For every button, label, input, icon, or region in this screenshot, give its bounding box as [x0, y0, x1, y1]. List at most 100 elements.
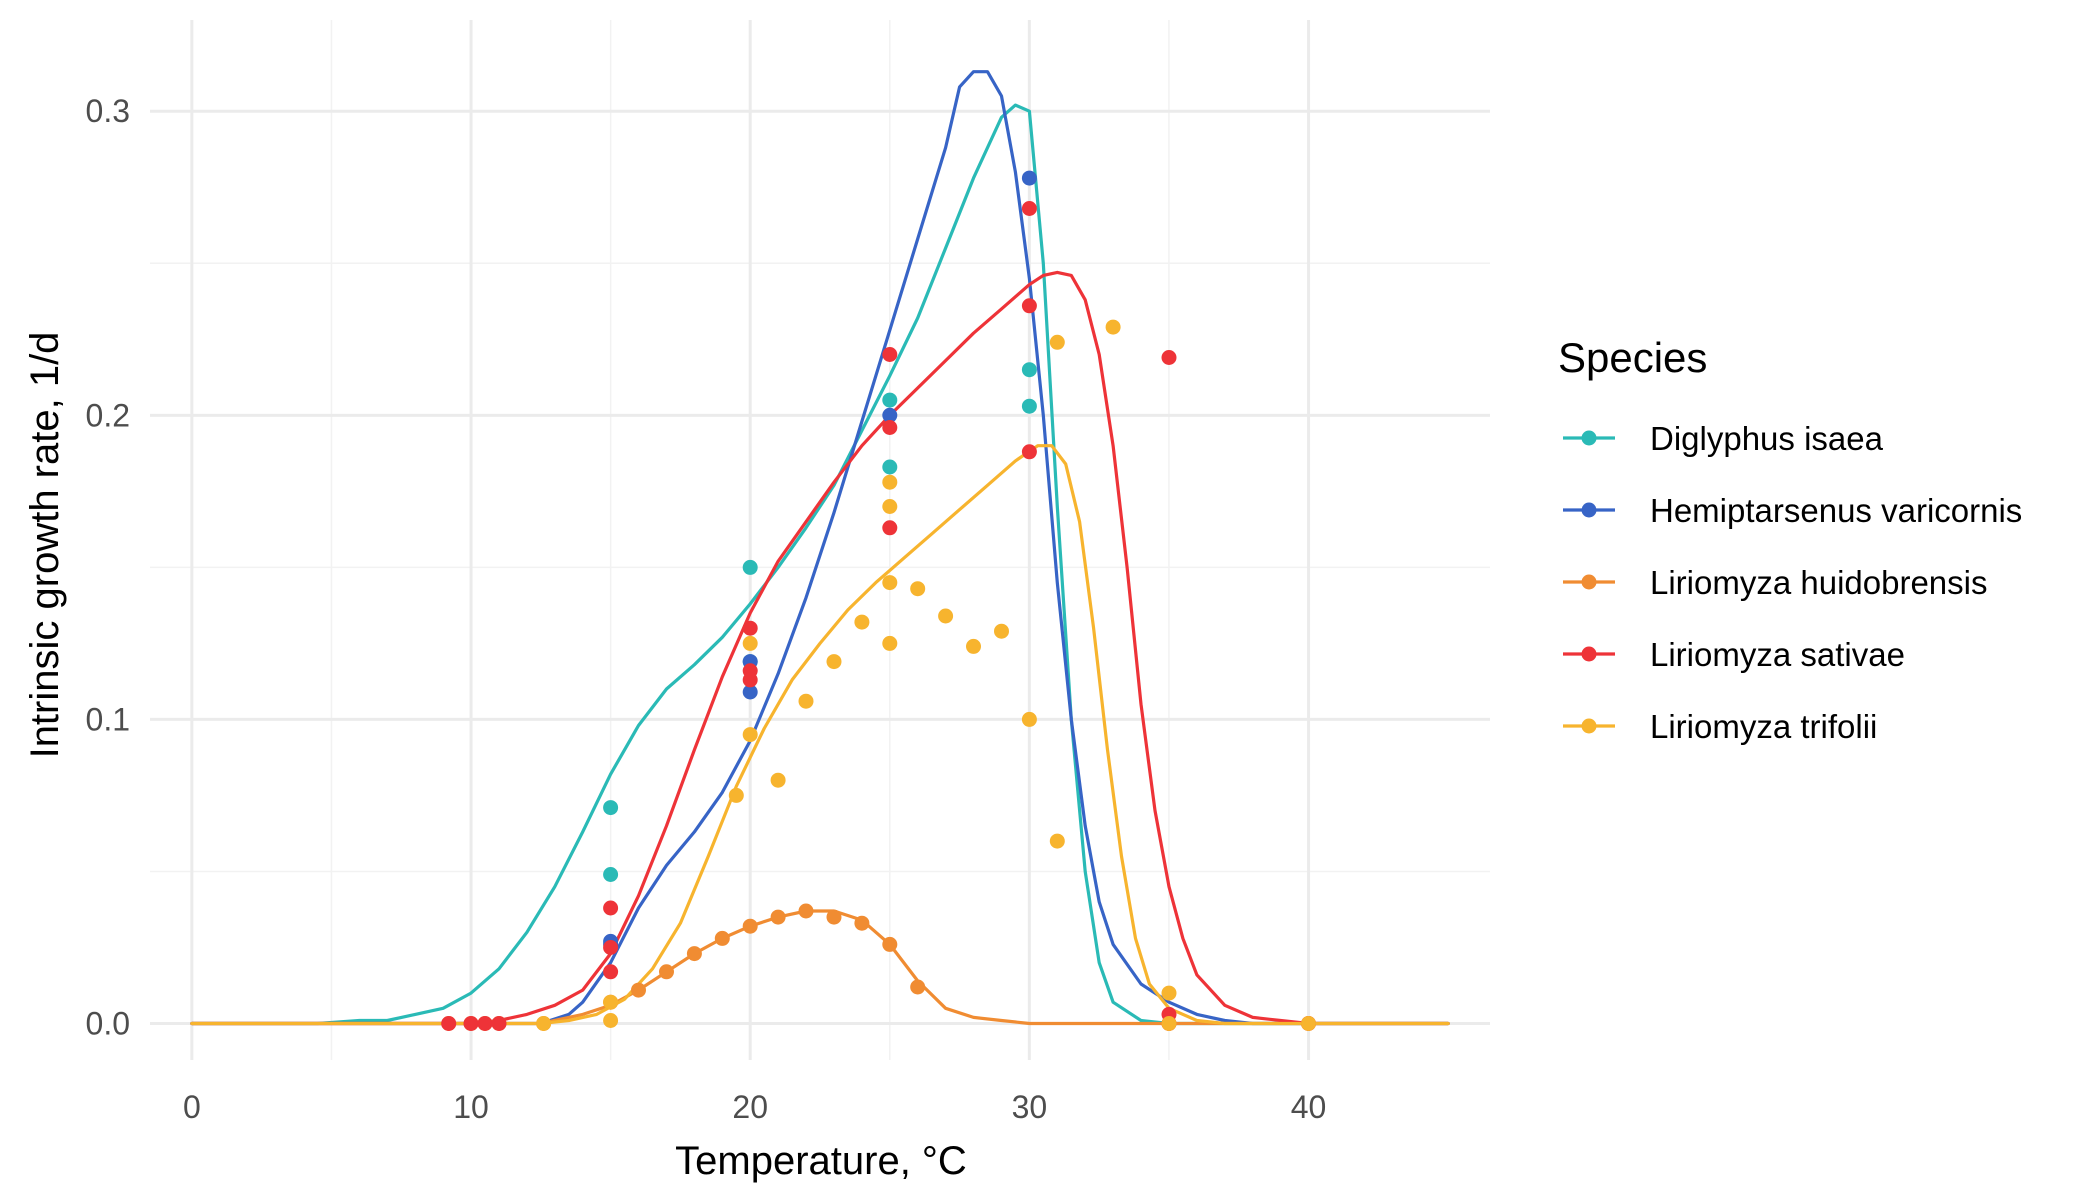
data-point [826, 654, 842, 670]
y-tick-label: 0.0 [86, 1006, 130, 1042]
data-point [798, 903, 814, 919]
legend-item: Hemiptarsenus varicornis [1563, 492, 2022, 529]
data-point [882, 420, 898, 435]
data-point [742, 559, 758, 575]
data-point [603, 994, 619, 1010]
data-point [659, 964, 674, 980]
series-curve [190, 103, 1450, 1026]
legend-item: Diglyphus isaea [1563, 420, 1884, 457]
series-curve [190, 70, 1450, 1026]
data-point [882, 575, 898, 591]
data-point [603, 800, 619, 816]
data-point [882, 635, 898, 651]
data-point [1161, 985, 1177, 1001]
legend-item: Liriomyza huidobrensis [1563, 564, 1988, 601]
data-point [910, 979, 926, 995]
data-point [1021, 170, 1037, 186]
data-point [1049, 833, 1065, 849]
legend-key-point [1581, 430, 1597, 446]
y-tick-label: 0.1 [86, 701, 130, 737]
data-point [441, 1016, 457, 1031]
data-point [1021, 201, 1037, 216]
data-point [1161, 350, 1177, 365]
legend-key-point [1581, 574, 1597, 590]
data-point [603, 964, 619, 980]
data-point [882, 347, 898, 362]
grid [150, 20, 1490, 1060]
data-point [728, 787, 744, 803]
data-point [742, 635, 758, 651]
data-point [1049, 334, 1065, 350]
data-point [770, 909, 786, 925]
data-point [603, 867, 619, 882]
data-point [742, 620, 758, 636]
data-point [603, 900, 619, 916]
legend-key-point [1581, 718, 1597, 734]
data-point [910, 581, 926, 597]
x-axis-title: Temperature, °C [675, 1139, 967, 1183]
series-curve [190, 270, 1450, 1026]
legend-label: Liriomyza sativae [1650, 636, 1905, 673]
series-curve [190, 444, 1450, 1026]
data-point [1301, 1016, 1316, 1031]
data-point [966, 638, 981, 654]
data-point [882, 499, 898, 514]
data-point [714, 930, 730, 946]
data-point [854, 614, 870, 630]
data-point [1021, 444, 1037, 460]
data-point [882, 407, 898, 423]
legend: Species Diglyphus isaea Hemiptarsenus var… [1558, 334, 2022, 745]
x-tick-label: 0 [183, 1089, 201, 1125]
data-point [1021, 362, 1037, 378]
data-point [603, 940, 619, 955]
data-point [742, 672, 758, 688]
legend-key-point [1581, 646, 1597, 662]
data-point [742, 684, 758, 700]
data-point [882, 459, 898, 475]
y-axis-ticks: 0.0 0.1 0.2 0.3 [86, 93, 130, 1041]
y-axis-title: Intrinsic growth rate, 1/d [23, 332, 67, 759]
legend-item: Liriomyza sativae [1563, 636, 1905, 673]
data-point [1161, 1016, 1177, 1031]
series-curve [190, 909, 1450, 1026]
data-point [882, 520, 898, 536]
fitted-curves [190, 70, 1450, 1026]
data-point [882, 392, 898, 408]
legend-items: Diglyphus isaea Hemiptarsenus varicornis L… [1563, 420, 2022, 745]
data-point [686, 946, 702, 962]
observed-points [441, 170, 1316, 1031]
legend-label: Diglyphus isaea [1650, 420, 1884, 457]
data-point [798, 693, 814, 709]
data-point [491, 1016, 507, 1031]
data-point [1021, 298, 1037, 314]
legend-item: Liriomyza trifolii [1563, 708, 1877, 745]
legend-title: Species [1558, 334, 1707, 381]
legend-key-point [1581, 502, 1597, 518]
data-point [1105, 319, 1121, 335]
legend-label: Liriomyza trifolii [1650, 708, 1877, 745]
x-tick-label: 40 [1291, 1089, 1327, 1125]
data-point [631, 982, 646, 998]
y-tick-label: 0.2 [86, 397, 130, 433]
data-point [854, 915, 870, 931]
data-point [882, 936, 898, 952]
data-point [603, 1013, 619, 1028]
x-tick-label: 10 [453, 1089, 489, 1125]
data-point [826, 909, 842, 925]
data-point [1021, 398, 1037, 414]
legend-label: Hemiptarsenus varicornis [1650, 492, 2022, 529]
x-axis-ticks: 0 10 20 30 40 [183, 1089, 1326, 1125]
data-point [742, 727, 758, 743]
data-point [770, 772, 786, 788]
data-point [536, 1016, 552, 1031]
y-tick-label: 0.3 [86, 93, 130, 129]
data-point [742, 918, 758, 934]
data-point [938, 608, 954, 624]
data-point [882, 474, 898, 490]
data-point [477, 1016, 493, 1031]
data-point [994, 623, 1009, 639]
data-point [1021, 711, 1037, 727]
data-point [463, 1016, 479, 1031]
x-tick-label: 30 [1012, 1089, 1048, 1125]
